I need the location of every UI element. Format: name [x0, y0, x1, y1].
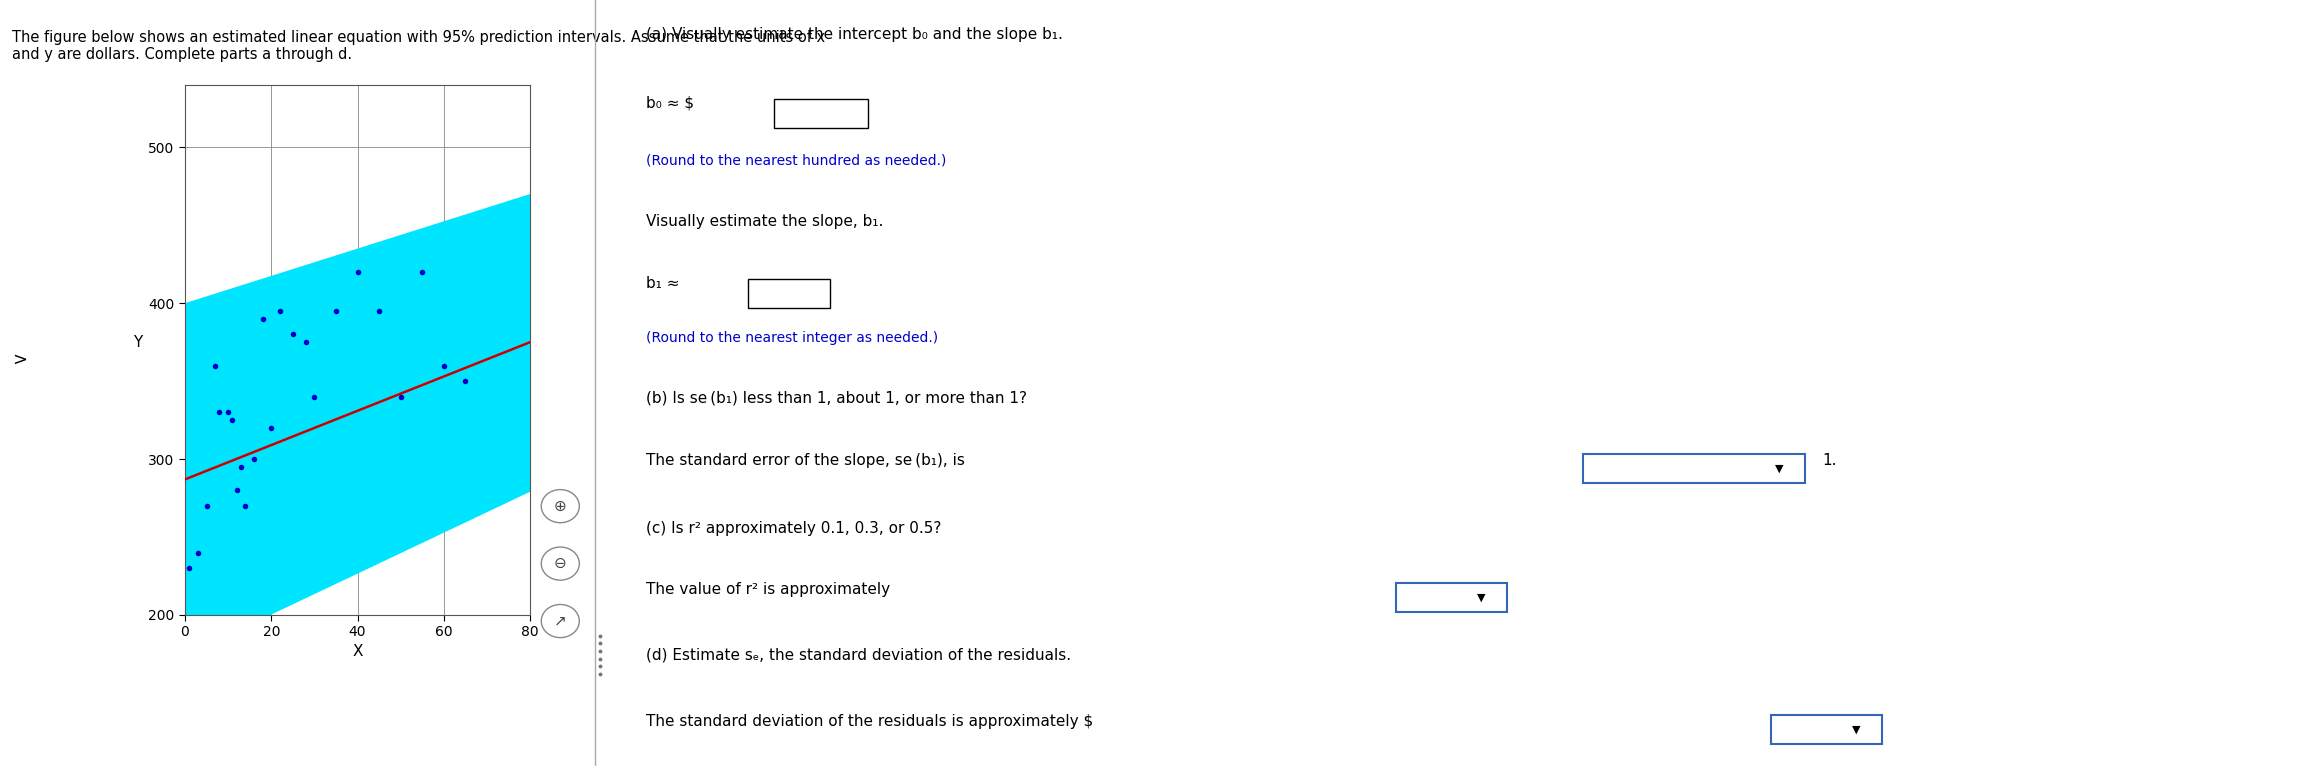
- Point: [228, 499, 264, 512]
- Point: [198, 359, 234, 372]
- Circle shape: [540, 489, 579, 522]
- Text: (Round to the nearest integer as needed.): (Round to the nearest integer as needed.…: [646, 331, 938, 345]
- Point: [340, 266, 377, 278]
- Point: [262, 305, 299, 317]
- Text: ▼: ▼: [1775, 463, 1784, 474]
- FancyBboxPatch shape: [749, 279, 830, 308]
- Text: ↗: ↗: [554, 614, 566, 629]
- Text: The standard deviation of the residuals is approximately $: The standard deviation of the residuals …: [646, 714, 1094, 729]
- Point: [179, 546, 216, 558]
- Text: ▼: ▼: [1851, 724, 1860, 735]
- Text: (d) Estimate sₑ, the standard deviation of the residuals.: (d) Estimate sₑ, the standard deviation …: [646, 647, 1071, 663]
- Text: (c) Is r² approximately 0.1, 0.3, or 0.5?: (c) Is r² approximately 0.1, 0.3, or 0.5…: [646, 521, 943, 536]
- Point: [253, 422, 290, 434]
- Text: b₀ ≈ $: b₀ ≈ $: [646, 96, 694, 111]
- Point: [189, 499, 225, 512]
- Text: The standard error of the slope, se (b₁), is: The standard error of the slope, se (b₁)…: [646, 453, 966, 469]
- X-axis label: X: X: [352, 643, 363, 659]
- FancyBboxPatch shape: [1584, 454, 1805, 483]
- Point: [425, 359, 462, 372]
- Point: [200, 406, 237, 418]
- Point: [218, 484, 255, 496]
- Y-axis label: Y: Y: [133, 335, 143, 350]
- Point: [361, 305, 398, 317]
- Point: [209, 406, 246, 418]
- Text: b₁ ≈: b₁ ≈: [646, 276, 681, 291]
- FancyBboxPatch shape: [775, 99, 867, 128]
- Circle shape: [540, 547, 579, 580]
- Point: [446, 375, 483, 388]
- Point: [223, 461, 260, 473]
- Text: ⊕: ⊕: [554, 499, 566, 514]
- Text: (Round to the nearest hundred as needed.): (Round to the nearest hundred as needed.…: [646, 153, 947, 167]
- Point: [274, 329, 310, 341]
- FancyBboxPatch shape: [1770, 715, 1881, 744]
- Text: The value of r² is approximately: The value of r² is approximately: [646, 582, 890, 597]
- Text: (a) Visually estimate the intercept b₀ and the slope b₁.: (a) Visually estimate the intercept b₀ a…: [646, 27, 1062, 42]
- Point: [214, 414, 251, 426]
- Point: [234, 453, 271, 465]
- Text: The figure below shows an estimated linear equation with 95% prediction interval: The figure below shows an estimated line…: [11, 30, 825, 62]
- Point: [317, 305, 354, 317]
- Text: ⊖: ⊖: [554, 556, 566, 571]
- Text: Visually estimate the slope, b₁.: Visually estimate the slope, b₁.: [646, 214, 883, 230]
- Point: [287, 336, 324, 349]
- Text: (b) Is se (b₁) less than 1, about 1, or more than 1?: (b) Is se (b₁) less than 1, about 1, or …: [646, 391, 1028, 406]
- Point: [405, 266, 441, 278]
- Text: ▼: ▼: [1476, 592, 1485, 603]
- Text: >: >: [11, 351, 28, 369]
- Text: 1.: 1.: [1821, 453, 1837, 469]
- Circle shape: [540, 604, 579, 637]
- Point: [244, 313, 280, 325]
- Point: [170, 562, 207, 574]
- Point: [297, 391, 333, 403]
- Point: [382, 391, 418, 403]
- FancyBboxPatch shape: [1395, 583, 1506, 612]
